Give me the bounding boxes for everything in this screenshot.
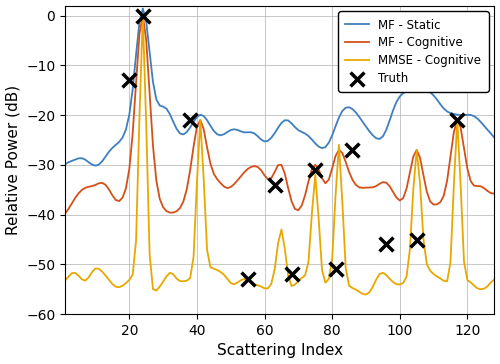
MMSE - Cognitive xyxy=(140,13,146,18)
Y-axis label: Relative Power (dB): Relative Power (dB) xyxy=(6,85,20,235)
Truth xyxy=(348,147,356,153)
MMSE - Cognitive xyxy=(288,284,294,288)
MMSE - Cognitive xyxy=(492,277,498,281)
MF - Cognitive xyxy=(288,199,294,203)
Truth xyxy=(382,242,390,248)
Truth xyxy=(454,117,462,123)
Truth xyxy=(270,182,278,188)
MF - Cognitive xyxy=(224,186,230,190)
Truth xyxy=(244,276,252,282)
Truth xyxy=(332,266,340,272)
MF - Static xyxy=(492,135,498,140)
MF - Cognitive xyxy=(62,211,68,216)
MF - Static xyxy=(62,162,68,166)
MF - Cognitive xyxy=(434,202,440,206)
Truth xyxy=(186,117,194,123)
Truth xyxy=(126,77,134,83)
MF - Cognitive xyxy=(170,210,176,215)
MMSE - Cognitive xyxy=(224,277,230,281)
MF - Cognitive xyxy=(140,13,146,18)
MF - Cognitive xyxy=(242,170,248,174)
MF - Cognitive xyxy=(474,184,480,188)
MF - Cognitive xyxy=(492,191,498,196)
MF - Static xyxy=(174,127,180,131)
MF - Static xyxy=(478,120,484,124)
MF - Static xyxy=(92,163,98,168)
X-axis label: Scattering Index: Scattering Index xyxy=(216,344,343,359)
MMSE - Cognitive xyxy=(242,277,248,281)
Truth xyxy=(288,272,296,277)
MF - Static xyxy=(228,128,234,132)
MF - Static xyxy=(292,125,298,129)
Truth xyxy=(139,13,147,19)
Legend: MF - Static, MF - Cognitive, MMSE - Cognitive, Truth: MF - Static, MF - Cognitive, MMSE - Cogn… xyxy=(338,11,488,92)
MMSE - Cognitive xyxy=(363,292,369,297)
Truth xyxy=(312,167,320,173)
MF - Static xyxy=(140,6,146,11)
MMSE - Cognitive xyxy=(62,278,68,282)
Truth xyxy=(412,237,420,242)
MMSE - Cognitive xyxy=(170,272,176,276)
MMSE - Cognitive xyxy=(438,276,444,281)
MF - Static xyxy=(244,130,250,135)
Line: MF - Cognitive: MF - Cognitive xyxy=(65,16,494,214)
MF - Static xyxy=(438,102,444,106)
Line: MF - Static: MF - Static xyxy=(65,8,494,166)
MMSE - Cognitive xyxy=(478,287,484,292)
Line: MMSE - Cognitive: MMSE - Cognitive xyxy=(65,16,494,294)
